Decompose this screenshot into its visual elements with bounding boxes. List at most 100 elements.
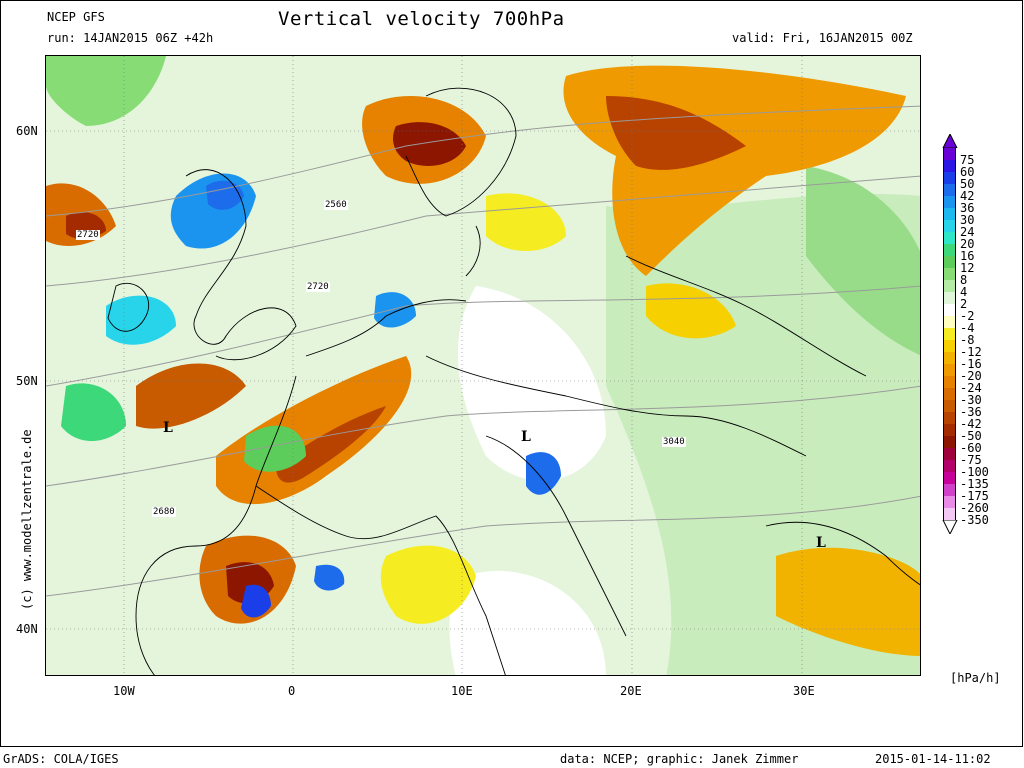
colorbar-step: 20 xyxy=(940,232,1020,250)
colorbar-swatch xyxy=(943,196,956,208)
low-pressure-mark-biscay: L xyxy=(163,420,173,436)
colorbar-swatch xyxy=(943,256,956,268)
colorbar-swatch xyxy=(943,400,956,412)
colorbar-label: 30 xyxy=(960,213,975,227)
colorbar-step: -30 xyxy=(940,388,1020,406)
colorbar-swatch xyxy=(943,340,956,352)
colorbar-swatch xyxy=(943,208,956,220)
contour-label-3040: 3040 xyxy=(662,437,686,447)
contour-label-2720-east: 2720 xyxy=(306,282,330,292)
colorbar-label: -350 xyxy=(960,513,989,527)
colorbar-swatch xyxy=(943,496,956,508)
colorbar-swatch xyxy=(943,244,956,256)
field-yellow-poland xyxy=(646,283,736,339)
lon-label-10e: 10E xyxy=(451,684,473,698)
colorbar-swatch xyxy=(943,280,956,292)
field-blue-spain xyxy=(241,584,271,618)
colorbar-label: -75 xyxy=(960,453,982,467)
field-white-central xyxy=(457,286,606,481)
field-cyan-ireland xyxy=(106,295,176,345)
colorbar-step: 16 xyxy=(940,244,1020,262)
valid-time: valid: Fri, 16JAN2015 00Z xyxy=(732,31,913,45)
colorbar-swatch xyxy=(943,364,956,376)
colorbar-step: -60 xyxy=(940,436,1020,454)
lon-label-10w: 10W xyxy=(113,684,135,698)
colorbar-label: 42 xyxy=(960,189,975,203)
colorbar-label: -175 xyxy=(960,489,989,503)
colorbar-step: -50 xyxy=(940,424,1020,442)
colorbar-bottom-arrow xyxy=(942,520,958,534)
colorbar-label: 20 xyxy=(960,237,975,251)
colorbar-label: 2 xyxy=(960,297,968,311)
colorbar-step: -4 xyxy=(940,316,1020,334)
model-name: NCEP GFS xyxy=(47,10,105,24)
colorbar-step: -75 xyxy=(940,448,1020,466)
map-canvas xyxy=(46,56,920,675)
colorbar-label: -100 xyxy=(960,465,989,479)
footer-software: GrADS: COLA/IGES xyxy=(3,752,119,766)
field-yellow-tyrrhenian xyxy=(380,545,476,624)
contour-label-2680: 2680 xyxy=(152,507,176,517)
colorbar-swatch xyxy=(943,232,956,244)
field-green-nw xyxy=(46,56,166,126)
colorbar-label: 36 xyxy=(960,201,975,215)
colorbar-label: -2 xyxy=(960,309,975,323)
field-darkred-norway xyxy=(393,122,466,166)
colorbar-label: 75 xyxy=(960,153,975,167)
low-pressure-mark-alps: L xyxy=(521,429,531,445)
colorbar-label: 12 xyxy=(960,261,975,275)
colorbar-step: 30 xyxy=(940,208,1020,226)
colorbar-label: -30 xyxy=(960,393,982,407)
low-pressure-mark-blacksea: L xyxy=(816,535,826,551)
colorbar-swatch xyxy=(943,220,956,232)
lon-label-0: 0 xyxy=(288,684,296,698)
colorbar-swatch xyxy=(943,268,956,280)
colorbar-step: 12 xyxy=(940,256,1020,274)
colorbar-swatch xyxy=(943,184,956,196)
colorbar-swatch xyxy=(943,484,956,496)
colorbar-label: -24 xyxy=(960,381,982,395)
footer-timestamp: 2015-01-14-11:02 xyxy=(875,752,991,766)
colorbar-swatch xyxy=(943,292,956,304)
field-darkblue-scotland xyxy=(206,180,244,210)
figure-frame xyxy=(0,0,1023,747)
colorbar-label: -20 xyxy=(960,369,982,383)
colorbar-label: 24 xyxy=(960,225,975,239)
colorbar-label: 50 xyxy=(960,177,975,191)
contour-label-2560: 2560 xyxy=(324,200,348,210)
field-blue-adriatic xyxy=(526,452,561,495)
field-brown-north xyxy=(606,96,746,170)
colorbar-label: -8 xyxy=(960,333,975,347)
colorbar-swatch xyxy=(943,172,956,184)
field-brown-biscay xyxy=(136,363,246,429)
field-green-france xyxy=(244,425,306,472)
colorbar-step: -135 xyxy=(940,472,1020,490)
weather-map[interactable]: 2720 2560 2720 2680 3040 L L L xyxy=(45,55,921,676)
field-blue-baleares xyxy=(314,564,345,591)
colorbar-label: -4 xyxy=(960,321,975,335)
colorbar-swatch xyxy=(943,352,956,364)
contour-label-2720-west: 2720 xyxy=(76,230,100,240)
colorbar-label: -12 xyxy=(960,345,982,359)
lon-label-30e: 30E xyxy=(793,684,815,698)
colorbar-step: -42 xyxy=(940,412,1020,430)
colorbar-step: -100 xyxy=(940,460,1020,478)
field-white-south xyxy=(449,570,606,675)
colorbar-step: -12 xyxy=(940,340,1020,358)
colorbar-swatch xyxy=(943,412,956,424)
field-orange-blacksea xyxy=(776,547,920,656)
colorbar-label: 4 xyxy=(960,285,968,299)
colorbar-step: -24 xyxy=(940,376,1020,394)
colorbar-label: 8 xyxy=(960,273,968,287)
colorbar-step: 50 xyxy=(940,172,1020,190)
colorbar-label: -60 xyxy=(960,441,982,455)
colorbar-label: -135 xyxy=(960,477,989,491)
colorbar-step: -175 xyxy=(940,484,1020,502)
field-brown-france xyxy=(276,406,386,483)
field-blue-netherlands xyxy=(374,292,416,328)
colorbar-label: -16 xyxy=(960,357,982,371)
colorbar: 75 60 50 42 36 30 24 20 16 12 8 4 2 -2 -4 -8 -12 -16 -20 -2… xyxy=(940,134,1020,628)
colorbar-step: -16 xyxy=(940,352,1020,370)
colorbar-swatch xyxy=(943,448,956,460)
colorbar-step: -36 xyxy=(940,400,1020,418)
